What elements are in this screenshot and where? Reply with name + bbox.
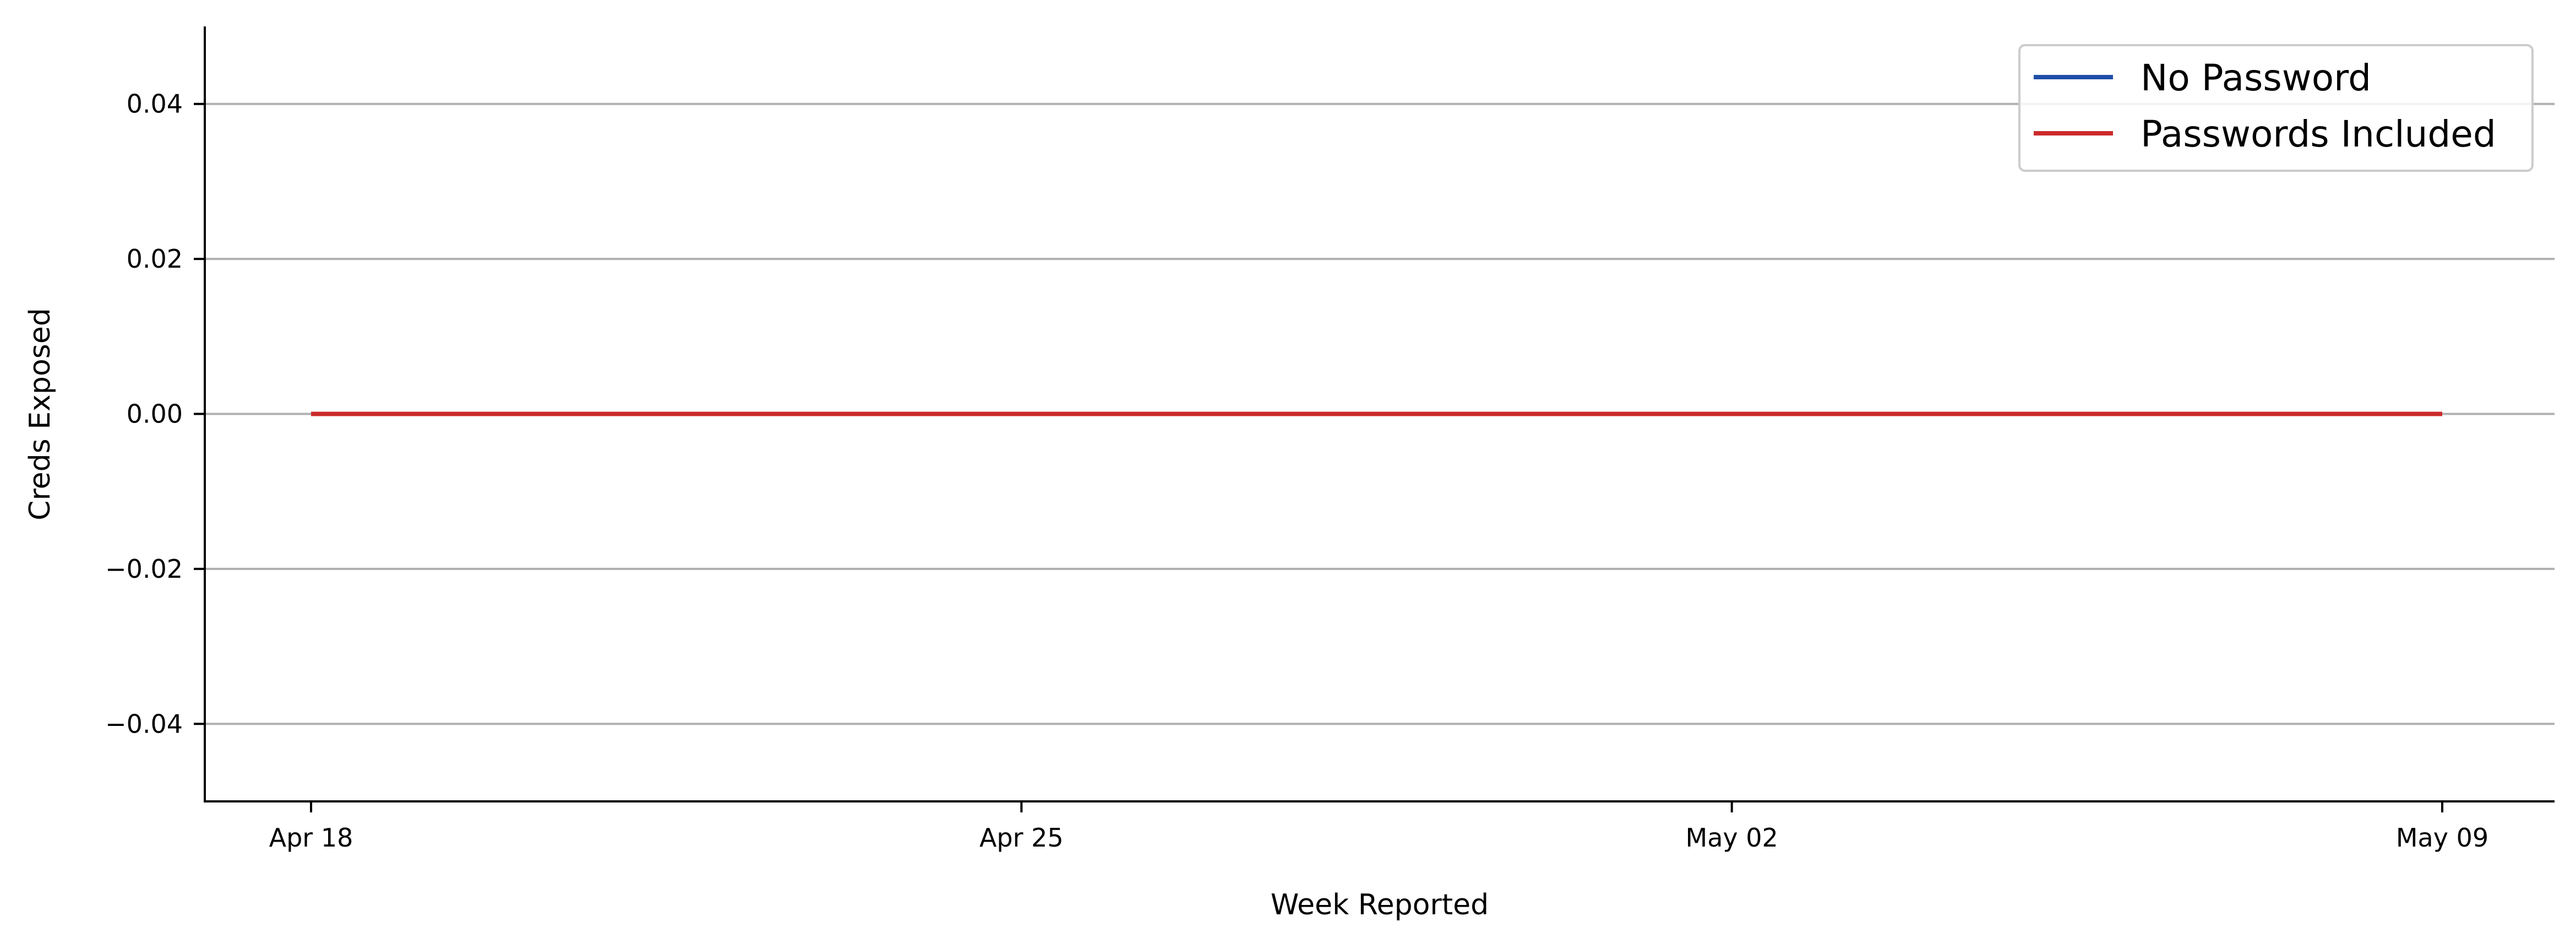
x-tick-label: Apr 18 bbox=[269, 823, 353, 853]
y-tick-label: −0.04 bbox=[105, 709, 183, 739]
x-tick-label: May 02 bbox=[1686, 823, 1778, 853]
legend-label-passwords-included: Passwords Included bbox=[2141, 113, 2496, 155]
legend: No Password Passwords Included bbox=[2018, 44, 2534, 172]
y-tick-label: 0.00 bbox=[127, 399, 183, 429]
x-ticks: Apr 18 Apr 25 May 02 May 09 bbox=[269, 801, 2488, 853]
x-tick-label: May 09 bbox=[2396, 823, 2488, 853]
y-axis-label: Creds Exposed bbox=[24, 308, 57, 520]
legend-box bbox=[2018, 44, 2534, 172]
x-tick-label: Apr 25 bbox=[979, 823, 1064, 853]
y-tick-label: −0.02 bbox=[105, 554, 183, 584]
y-tick-label: 0.02 bbox=[127, 244, 183, 274]
y-tick-label: 0.04 bbox=[127, 89, 183, 119]
y-ticks: −0.04 −0.02 0.00 0.02 0.04 bbox=[105, 89, 205, 739]
x-axis-label: Week Reported bbox=[1271, 888, 1489, 921]
legend-label-no-password: No Password bbox=[2141, 57, 2371, 99]
